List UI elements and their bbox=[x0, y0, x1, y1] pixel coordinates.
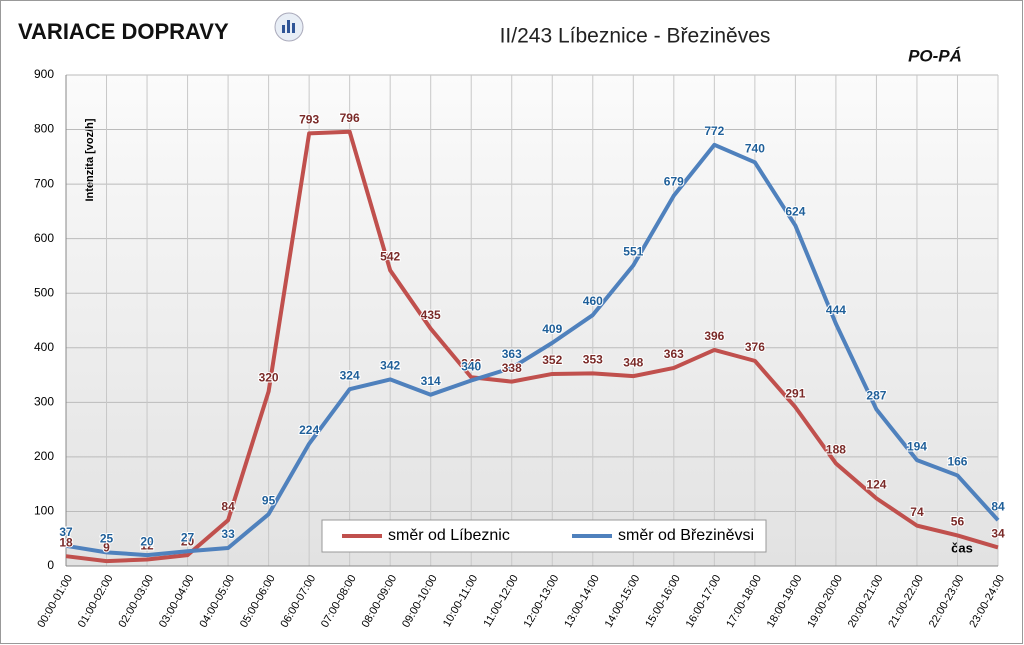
data-label: 124 bbox=[866, 478, 886, 492]
y-tick-label: 100 bbox=[34, 504, 54, 518]
data-label: 679 bbox=[664, 175, 684, 189]
y-tick-label: 800 bbox=[34, 122, 54, 136]
data-label: 796 bbox=[340, 111, 360, 125]
y-tick-label: 500 bbox=[34, 285, 54, 299]
data-label: 314 bbox=[421, 374, 441, 388]
data-label: 772 bbox=[704, 124, 724, 138]
data-label: 363 bbox=[502, 347, 522, 361]
data-label: 33 bbox=[221, 527, 235, 541]
data-label: 340 bbox=[461, 360, 481, 374]
data-label: 95 bbox=[262, 493, 276, 507]
data-label: 346 bbox=[461, 356, 481, 370]
data-label: 25 bbox=[100, 532, 114, 546]
data-label: 409 bbox=[542, 322, 562, 336]
data-label: 194 bbox=[907, 439, 927, 453]
icon-bar bbox=[282, 25, 285, 33]
chart-subtitle: II/243 Líbeznice - Březiněves bbox=[500, 25, 771, 48]
data-label: 624 bbox=[785, 205, 805, 219]
icon-bar bbox=[287, 20, 290, 33]
y-tick-label: 0 bbox=[47, 558, 54, 572]
y-tick-label: 600 bbox=[34, 231, 54, 245]
data-label: 20 bbox=[181, 534, 195, 548]
data-label: 342 bbox=[380, 359, 400, 373]
data-label: 435 bbox=[421, 308, 441, 322]
series-line bbox=[65, 142, 1000, 558]
annotation: PO-PÁ bbox=[908, 46, 962, 65]
data-label: 324 bbox=[340, 368, 360, 382]
data-label: 9 bbox=[103, 540, 110, 554]
data-label: 740 bbox=[745, 141, 765, 155]
data-label: 34 bbox=[991, 527, 1005, 541]
legend-label: směr od Březiněvsi bbox=[618, 527, 754, 544]
y-tick-label: 900 bbox=[34, 67, 54, 81]
data-label: 84 bbox=[221, 499, 235, 513]
y-tick-label: 200 bbox=[34, 449, 54, 463]
data-label: 166 bbox=[947, 455, 967, 469]
data-label: 444 bbox=[826, 303, 846, 317]
x-axis-label: čas bbox=[951, 540, 973, 555]
data-label: 352 bbox=[542, 353, 562, 367]
icon-bar bbox=[292, 23, 295, 33]
chart-title: VARIACE DOPRAVY bbox=[18, 19, 229, 44]
plot-area bbox=[66, 75, 998, 566]
data-label: 291 bbox=[785, 386, 805, 400]
data-label: 348 bbox=[623, 355, 643, 369]
data-label: 363 bbox=[664, 347, 684, 361]
data-label: 338 bbox=[502, 361, 522, 375]
data-label: 793 bbox=[299, 113, 319, 127]
data-label: 12 bbox=[140, 539, 154, 553]
data-label: 27 bbox=[181, 530, 195, 544]
data-label: 320 bbox=[259, 371, 279, 385]
y-tick-label: 400 bbox=[34, 340, 54, 354]
data-label: 460 bbox=[583, 294, 603, 308]
data-label: 551 bbox=[623, 245, 643, 259]
legend-label: směr od Líbeznic bbox=[388, 527, 510, 544]
data-label: 20 bbox=[140, 534, 154, 548]
y-tick-label: 700 bbox=[34, 176, 54, 190]
series-line bbox=[65, 129, 999, 564]
data-label: 396 bbox=[704, 329, 724, 343]
data-label: 74 bbox=[910, 505, 924, 519]
data-label: 287 bbox=[866, 389, 886, 403]
data-label: 224 bbox=[299, 423, 319, 437]
y-axis-label: Intenzita [voz/h] bbox=[84, 118, 96, 201]
data-label: 18 bbox=[59, 535, 73, 549]
legend-box bbox=[321, 519, 767, 553]
data-label: 542 bbox=[380, 249, 400, 263]
data-label: 188 bbox=[826, 443, 846, 457]
y-tick-label: 300 bbox=[34, 395, 54, 409]
data-label: 376 bbox=[745, 340, 765, 354]
data-label: 56 bbox=[951, 515, 965, 529]
data-label: 84 bbox=[991, 499, 1005, 513]
data-label: 353 bbox=[583, 353, 603, 367]
data-label: 37 bbox=[59, 525, 73, 539]
